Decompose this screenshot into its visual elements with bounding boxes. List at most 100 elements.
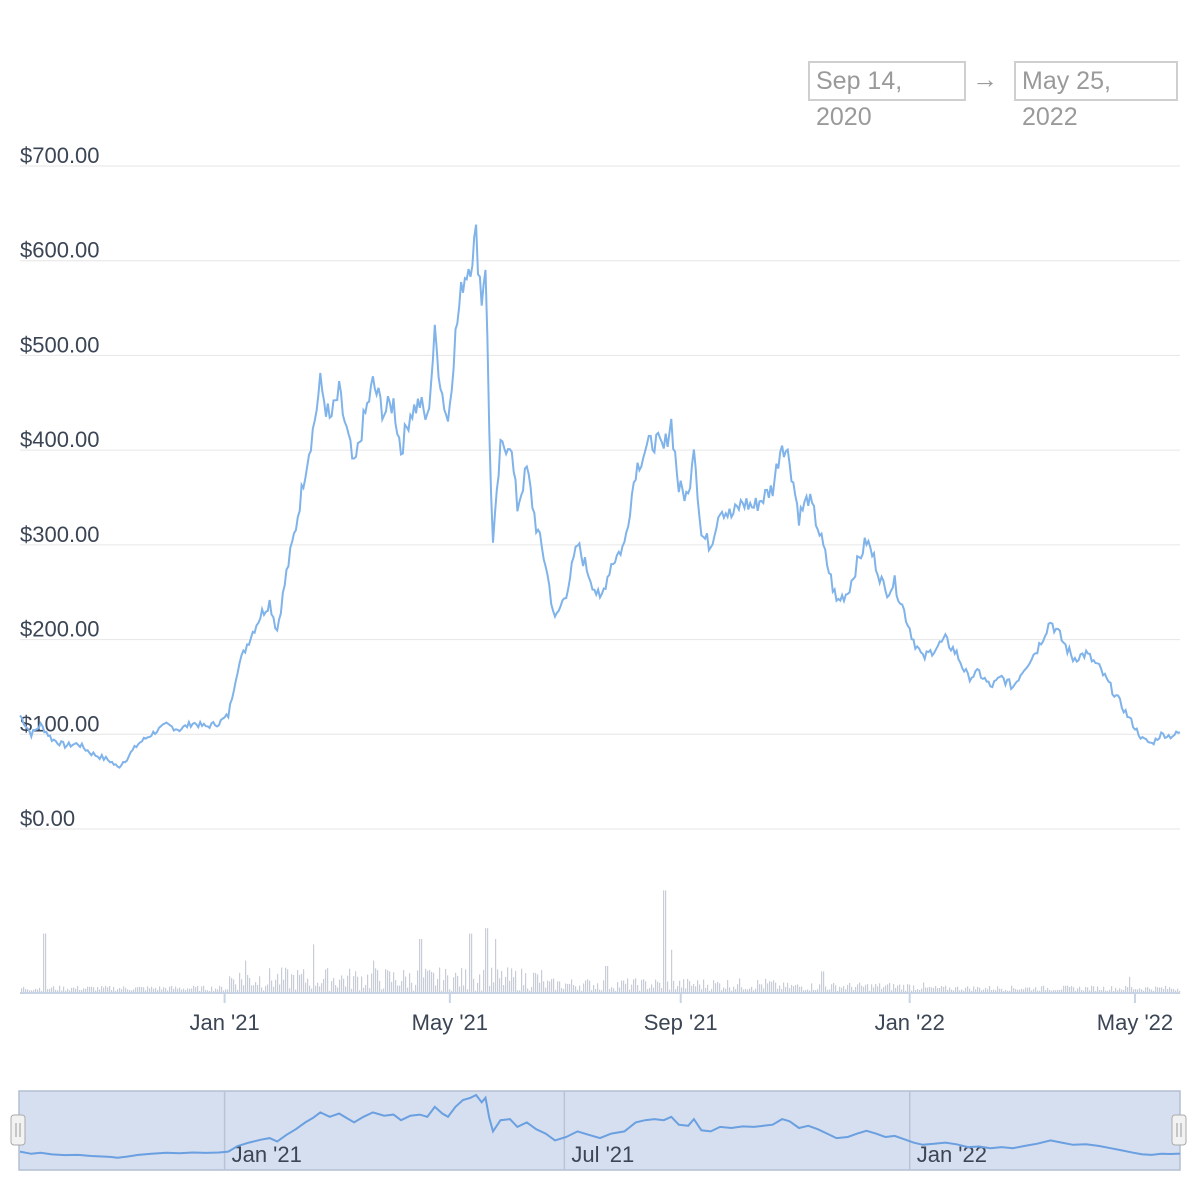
volume-bar — [725, 988, 727, 993]
volume-bar — [173, 988, 175, 993]
volume-bar — [1035, 987, 1037, 993]
volume-bar — [927, 987, 929, 993]
volume-bar — [191, 988, 193, 993]
volume-bar — [273, 986, 275, 993]
volume-bar — [771, 981, 773, 993]
volume-bar — [901, 989, 903, 993]
volume-bar — [963, 990, 965, 993]
volume-bar — [623, 980, 625, 993]
volume-bar — [137, 987, 139, 993]
volume-bar — [481, 990, 483, 993]
volume-bar — [1061, 989, 1063, 993]
volume-bar — [405, 976, 407, 993]
volume-bar — [767, 983, 769, 993]
volume-bar — [959, 990, 961, 993]
volume-bar — [943, 987, 945, 993]
volume-bar — [43, 933, 45, 993]
volume-bar — [1171, 988, 1173, 993]
y-tick-label: $200.00 — [20, 617, 100, 642]
volume-bar — [303, 969, 305, 993]
volume-bar — [1007, 990, 1009, 993]
volume-bar — [347, 975, 349, 993]
volume-bar — [981, 990, 983, 993]
navigator-tick-label: Jan '21 — [232, 1142, 302, 1167]
volume-bar — [691, 985, 693, 993]
volume-bar — [99, 989, 101, 993]
volume-bar — [469, 933, 471, 993]
volume-bar — [93, 987, 95, 993]
volume-bar — [245, 960, 247, 993]
volume-bar — [833, 982, 835, 993]
volume-bar — [597, 983, 599, 993]
volume-bar — [1033, 989, 1035, 993]
volume-bar — [299, 974, 301, 993]
volume-bar — [823, 971, 825, 993]
volume-bar — [113, 986, 115, 993]
volume-bar — [603, 980, 605, 993]
volume-bar — [737, 984, 739, 993]
volume-bar — [79, 990, 81, 993]
volume-bar — [999, 988, 1001, 993]
volume-bar — [251, 985, 253, 993]
volume-bar — [773, 980, 775, 993]
volume-bar — [439, 967, 441, 993]
volume-bar — [605, 966, 607, 993]
volume-bar — [663, 890, 665, 993]
volume-bar — [565, 983, 567, 993]
volume-bar — [431, 971, 433, 993]
volume-bar — [419, 939, 421, 993]
volume-bar — [849, 982, 851, 993]
volume-bar — [217, 989, 219, 993]
end-date-input[interactable]: May 25, 2022 — [1014, 61, 1178, 131]
volume-bar — [789, 988, 791, 993]
volume-bar — [361, 976, 363, 993]
volume-bar — [755, 988, 757, 993]
volume-bar — [127, 989, 129, 993]
volume-bar — [313, 944, 315, 993]
volume-bar — [733, 986, 735, 993]
volume-bar — [61, 990, 63, 993]
navigator-right-handle[interactable] — [1171, 1114, 1187, 1146]
volume-bar — [285, 967, 287, 993]
volume-bar — [163, 987, 165, 993]
navigator-left-handle[interactable] — [10, 1114, 26, 1146]
volume-bar — [463, 985, 465, 993]
volume-bar — [913, 985, 915, 993]
volume-bar — [865, 984, 867, 993]
volume-bar — [395, 980, 397, 993]
volume-bar — [631, 984, 633, 993]
volume-bar — [1145, 987, 1147, 993]
volume-bar — [563, 989, 565, 993]
volume-bar — [509, 980, 511, 993]
volume-bar — [319, 986, 321, 993]
volume-bar — [1069, 986, 1071, 993]
volume-bar — [989, 986, 991, 993]
volume-bar — [555, 989, 557, 993]
volume-bar — [885, 985, 887, 993]
volume-bar — [537, 974, 539, 993]
volume-bar — [403, 970, 405, 993]
volume-bar — [637, 985, 639, 993]
volume-bar — [399, 985, 401, 993]
volume-bar — [1079, 986, 1081, 993]
volume-bar — [465, 969, 467, 993]
volume-bar — [1155, 986, 1157, 993]
volume-bar — [531, 986, 533, 993]
volume-bar — [919, 989, 921, 993]
volume-bar — [883, 987, 885, 993]
volume-bar — [265, 985, 267, 993]
volume-bar — [917, 989, 919, 993]
volume-bar — [171, 986, 173, 993]
volume-bar — [1051, 990, 1053, 993]
volume-bar — [133, 989, 135, 993]
volume-bar — [369, 988, 371, 993]
volume-bar — [385, 969, 387, 993]
volume-bar — [1137, 989, 1139, 993]
volume-bar — [33, 990, 35, 993]
volume-bar — [539, 982, 541, 993]
volume-bar — [241, 979, 243, 993]
volume-bar — [813, 989, 815, 993]
volume-bar — [1097, 986, 1099, 993]
volume-bar — [839, 986, 841, 993]
start-date-input[interactable]: Sep 14, 2020 — [808, 61, 966, 131]
